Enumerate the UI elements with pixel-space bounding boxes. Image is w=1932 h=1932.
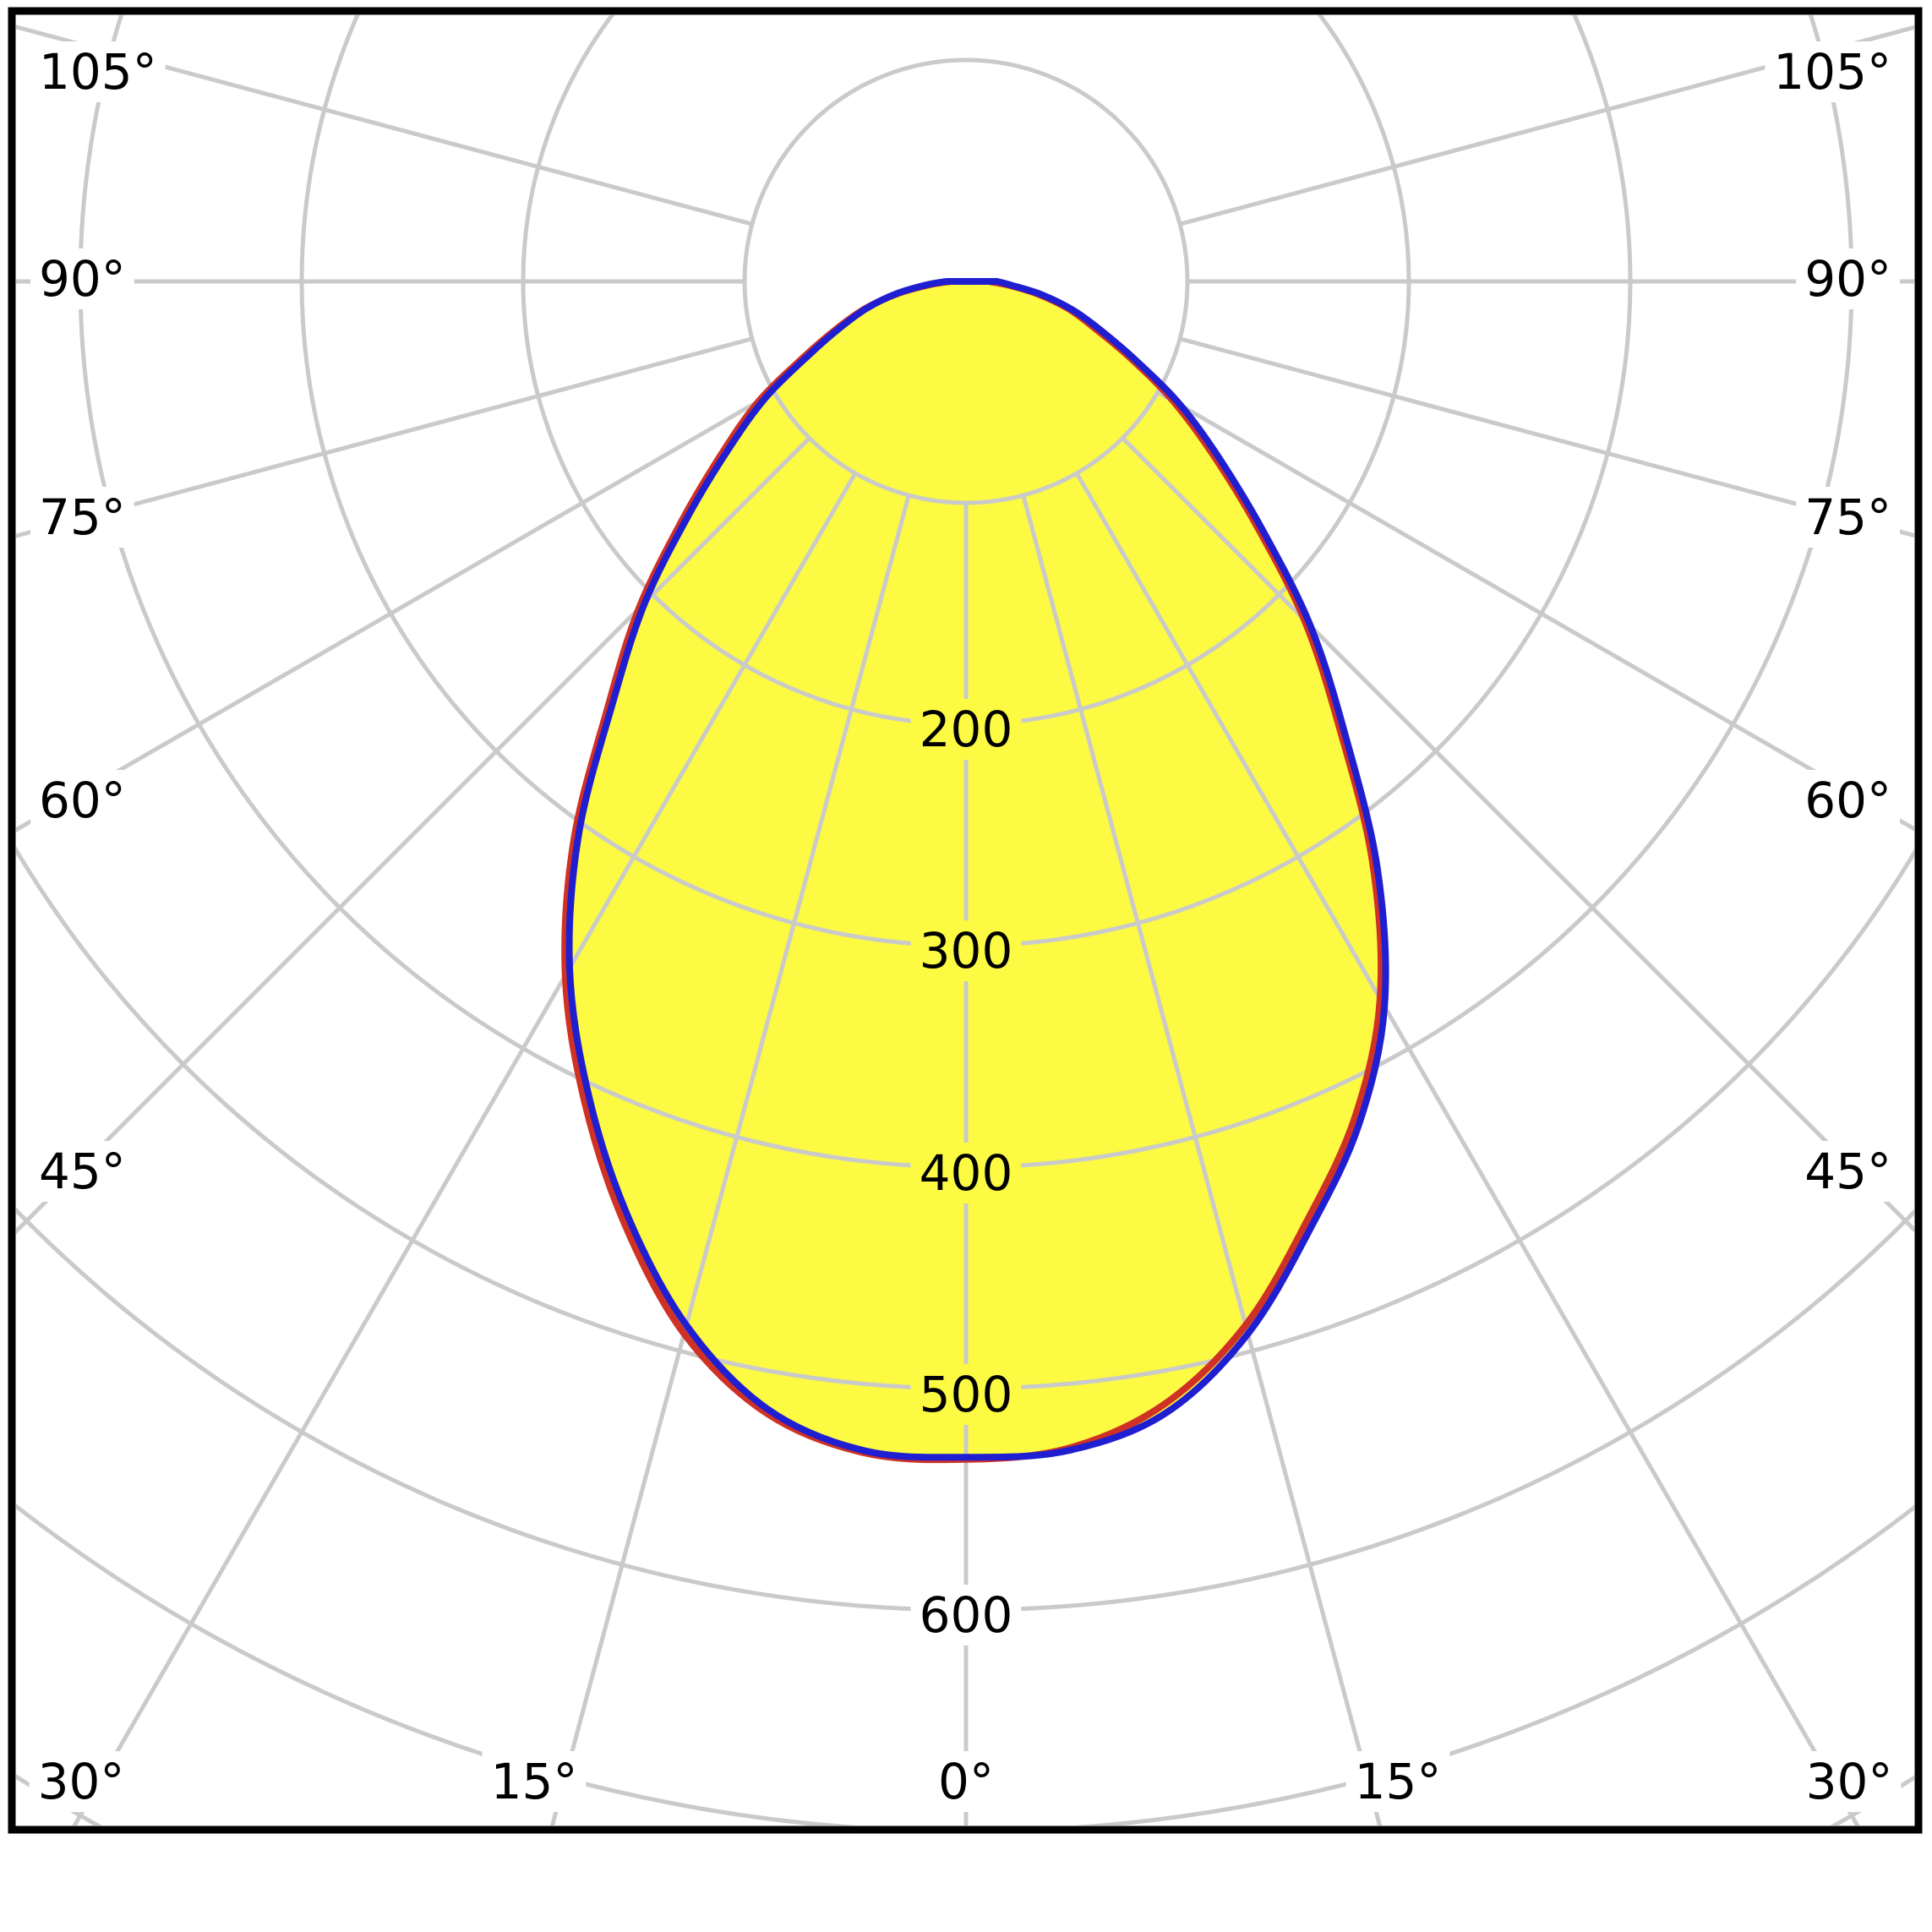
angle-tick-label: 90° (1804, 250, 1891, 308)
grid-ray (16, 390, 776, 832)
label-mask (1796, 248, 1900, 309)
angle-tick-label: 15° (491, 1753, 578, 1810)
radial-tick-label: 200 (920, 701, 1013, 758)
label-mask (910, 920, 1022, 981)
label-mask (30, 41, 166, 102)
label-layer: 200 300 400 500 600 105° 90° 75° 60° 45° 105° 90° 75… (38, 43, 1893, 1810)
label-mask (30, 487, 134, 548)
beam-fill (569, 281, 1386, 1458)
label-mask (1345, 1751, 1450, 1812)
grid-ray (1156, 390, 1914, 832)
grid-ray (1179, 25, 1914, 226)
grid-ray (1121, 436, 1914, 1233)
label-mask (30, 770, 134, 831)
label-mask (910, 699, 1022, 760)
angle-tick-label: 45° (1804, 1143, 1891, 1200)
label-mask (29, 1751, 134, 1812)
radial-tick-label: 400 (920, 1144, 1013, 1202)
label-mask-layer (29, 41, 1902, 1812)
angle-tick-label: 105° (39, 43, 157, 101)
angle-tick-label: 30° (1806, 1753, 1893, 1810)
label-mask (1796, 770, 1900, 831)
angle-tick-label: 15° (1355, 1753, 1442, 1810)
label-mask (1796, 1141, 1900, 1202)
radial-tick-label: 600 (920, 1586, 1013, 1644)
angle-tick-label: 90° (39, 250, 126, 308)
plot-border (8, 7, 1923, 1834)
grid-ray (16, 25, 753, 226)
label-mask (910, 1585, 1022, 1645)
angle-tick-label: 60° (39, 772, 126, 829)
angle-tick-label: 75° (1804, 488, 1891, 546)
label-mask (930, 1751, 1002, 1812)
label-mask (30, 248, 134, 309)
grid-ray (16, 436, 811, 1235)
label-mask (1765, 41, 1900, 102)
label-mask (1796, 487, 1900, 548)
grid-ray (1179, 336, 1914, 538)
angle-tick-label: 105° (1773, 43, 1891, 101)
radial-tick-label: 500 (920, 1366, 1013, 1423)
label-mask (30, 1141, 134, 1202)
radial-tick-label: 300 (920, 922, 1013, 980)
label-mask (1797, 1751, 1902, 1812)
blue-curve (565, 278, 1389, 1461)
label-mask (482, 1751, 587, 1812)
beam-fill-layer (565, 281, 1386, 1460)
angle-tick-label: 75° (39, 488, 126, 546)
grid-ray (549, 494, 911, 1826)
grid-ray (1074, 472, 1860, 1826)
label-mask (910, 1364, 1022, 1425)
angle-tick-label: 0° (938, 1753, 994, 1810)
angle-tick-label: 30° (38, 1753, 125, 1810)
grid-ray (72, 472, 858, 1826)
curve-layer (561, 278, 1389, 1464)
grid-ray (16, 336, 753, 538)
angle-tick-label: 45° (39, 1143, 126, 1200)
label-mask (910, 1143, 1022, 1203)
angle-tick-label: 60° (1804, 772, 1891, 829)
grid-ray (1021, 494, 1383, 1826)
